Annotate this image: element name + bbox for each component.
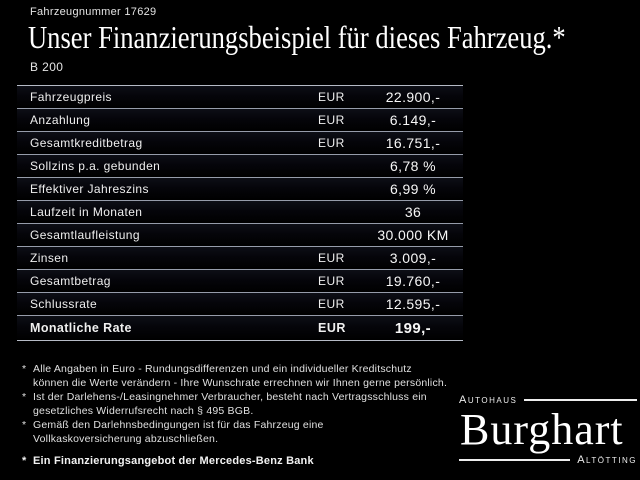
vehicle-model: B 200	[30, 60, 64, 74]
footnote-line: Gemäß den Darlehnsbedingungen ist für da…	[33, 419, 324, 431]
page-title: Unser Finanzierungsbeispiel für dieses F…	[28, 19, 566, 55]
table-row-schlussrate: Schlussrate EUR 12.595,-	[17, 293, 463, 316]
footnote-marker: *	[22, 419, 27, 431]
financing-offer-note: * Ein Finanzierungsangebot der Mercedes-…	[22, 455, 314, 467]
footnote-line: können die Werte verändern - Ihre Wunsch…	[33, 377, 448, 389]
footnote-line: Ist der Darlehens-/Leasingnehmer Verbrau…	[33, 391, 427, 403]
row-value: 30.000 KM	[377, 227, 449, 243]
finance-table: Fahrzeugpreis EUR 22.900,- Anzahlung EUR…	[17, 85, 463, 341]
logo-autohaus-text: Autohaus	[459, 394, 518, 406]
footnote-marker: *	[22, 363, 27, 375]
row-value: 19.760,-	[385, 273, 441, 289]
table-row-sollzins: Sollzins p.a. gebunden 6,78 %	[17, 155, 463, 178]
row-currency: EUR	[318, 297, 345, 311]
footnote-marker: *	[22, 455, 27, 467]
footnote-vollkasko: * Gemäß den Darlehnsbedingungen ist für …	[22, 418, 474, 446]
table-row-gesamtkreditbetrag: Gesamtkreditbetrag EUR 16.751,-	[17, 132, 463, 155]
row-label: Gesamtlaufleistung	[30, 228, 140, 242]
logo-dealer-name: Burghart	[460, 405, 624, 454]
footnote-rounding: * Alle Angaben in Euro - Rundungsdiffere…	[22, 362, 474, 390]
dealer-logo: Autohaus Burghart Altötting	[459, 394, 637, 466]
table-row-fahrzeugpreis: Fahrzeugpreis EUR 22.900,-	[17, 86, 463, 109]
row-label: Gesamtbetrag	[30, 274, 111, 288]
row-value: 12.595,-	[385, 296, 441, 312]
logo-city-text: Altötting	[577, 454, 637, 466]
table-row-laufzeit: Laufzeit in Monaten 36	[17, 201, 463, 224]
sheet-header: Fahrzeugnummer 17629 Unser Finanzierungs…	[28, 6, 640, 74]
row-label: Laufzeit in Monaten	[30, 205, 143, 219]
row-label: Sollzins p.a. gebunden	[30, 159, 161, 173]
row-value: 16.751,-	[385, 135, 441, 151]
table-row-anzahlung: Anzahlung EUR 6.149,-	[17, 109, 463, 132]
table-row-zinsen: Zinsen EUR 3.009,-	[17, 247, 463, 270]
row-label: Schlussrate	[30, 297, 98, 311]
row-label: Effektiver Jahreszins	[30, 182, 149, 196]
row-label: Monatliche Rate	[30, 321, 132, 335]
footnote-line: Alle Angaben in Euro - Rundungsdifferenz…	[33, 363, 412, 375]
row-value: 6,99 %	[390, 181, 436, 197]
table-row-gesamtlaufleistung: Gesamtlaufleistung 30.000 KM	[17, 224, 463, 247]
logo-rule-top	[524, 399, 637, 401]
footnote-line: Vollkaskoversicherung abzuschließen.	[33, 433, 219, 445]
row-value: 3.009,-	[389, 250, 437, 266]
row-currency: EUR	[318, 90, 345, 104]
row-currency: EUR	[318, 136, 345, 150]
row-currency: EUR	[318, 274, 345, 288]
footnote-widerrufsrecht: * Ist der Darlehens-/Leasingnehmer Verbr…	[22, 390, 474, 418]
row-value: 6.149,-	[389, 112, 437, 128]
row-currency: EUR	[318, 251, 345, 265]
row-value: 199,-	[394, 319, 432, 337]
row-value: 6,78 %	[390, 158, 436, 174]
row-label: Fahrzeugpreis	[30, 90, 112, 104]
row-value: 36	[404, 204, 422, 220]
table-row-effektiver-jahreszins: Effektiver Jahreszins 6,99 %	[17, 178, 463, 201]
footnote-line: Ein Finanzierungsangebot der Mercedes-Be…	[33, 455, 314, 467]
table-row-monatliche-rate: Monatliche Rate EUR 199,-	[17, 316, 463, 341]
row-currency: EUR	[318, 113, 345, 127]
vehicle-number: Fahrzeugnummer 17629	[30, 6, 157, 18]
row-value: 22.900,-	[385, 89, 441, 105]
row-label: Anzahlung	[30, 113, 91, 127]
table-row-gesamtbetrag: Gesamtbetrag EUR 19.760,-	[17, 270, 463, 293]
footnotes: * Alle Angaben in Euro - Rundungsdiffere…	[22, 362, 474, 446]
footnote-marker: *	[22, 391, 27, 403]
logo-rule-bottom	[459, 459, 571, 461]
row-currency: EUR	[318, 321, 346, 335]
footnote-line: gesetzliches Widerrufsrecht nach § 495 B…	[33, 405, 254, 417]
row-label: Gesamtkreditbetrag	[30, 136, 143, 150]
row-label: Zinsen	[30, 251, 69, 265]
